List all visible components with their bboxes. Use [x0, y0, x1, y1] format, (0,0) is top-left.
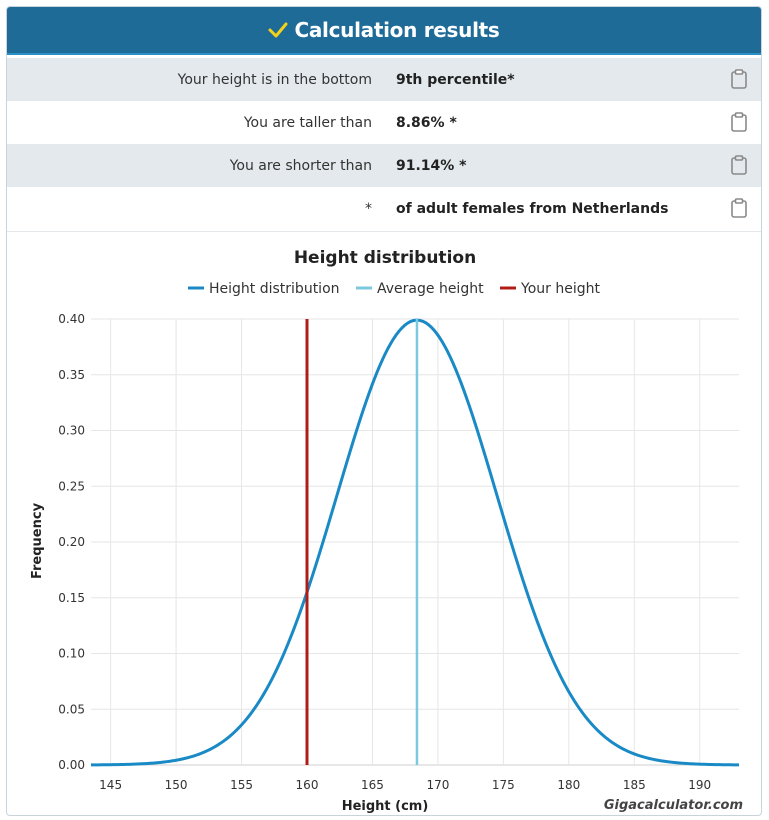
- result-label: Your height is in the bottom: [177, 71, 372, 88]
- x-tick-label: 165: [361, 778, 384, 792]
- y-axis-ticks: 0.00 0.05 0.10 0.15 0.20 0.25 0.30 0.35 0.40: [58, 312, 85, 772]
- clipboard-icon[interactable]: [731, 112, 747, 132]
- clipboard-icon[interactable]: [731, 198, 747, 218]
- results-panel: Calculation results Your height is in th…: [6, 6, 762, 816]
- result-label: *: [365, 200, 372, 217]
- x-axis-label: Height (cm): [342, 799, 429, 814]
- chart-grid: [91, 318, 739, 766]
- x-tick-label: 160: [296, 778, 319, 792]
- x-tick-label: 150: [165, 778, 188, 792]
- chart-legend: Height distribution Average height Your …: [188, 281, 600, 297]
- result-label: You are taller than: [243, 114, 372, 131]
- legend-label-distribution: Height distribution: [209, 281, 340, 297]
- results-table: Your height is in the bottom 9th percent…: [7, 58, 761, 230]
- result-value: 9th percentile*: [396, 71, 515, 88]
- y-axis-label: Frequency: [30, 502, 45, 579]
- x-axis-ticks: 145 150 155 160 165 170 175 180 185 190: [99, 778, 711, 792]
- distribution-curve: [90, 318, 740, 767]
- checkmark-icon: [268, 22, 288, 38]
- y-tick-label: 0.20: [58, 535, 85, 549]
- result-value: of adult females from Netherlands: [396, 200, 669, 217]
- divider: [7, 231, 761, 232]
- result-row-percentile: Your height is in the bottom 9th percent…: [7, 58, 761, 101]
- x-tick-label: 170: [426, 778, 449, 792]
- y-tick-label: 0.35: [58, 368, 85, 382]
- y-tick-label: 0.15: [58, 591, 85, 605]
- result-row-shorter: You are shorter than 91.14% *: [7, 144, 761, 187]
- results-header: Calculation results: [7, 7, 761, 55]
- x-tick-label: 175: [492, 778, 515, 792]
- y-tick-label: 0.05: [58, 702, 85, 716]
- result-row-footnote: * of adult females from Netherlands: [7, 187, 761, 230]
- y-tick-label: 0.10: [58, 647, 85, 661]
- clipboard-icon[interactable]: [731, 69, 747, 89]
- result-value: 91.14% *: [396, 157, 467, 174]
- y-tick-label: 0.00: [58, 758, 85, 772]
- x-tick-label: 185: [623, 778, 646, 792]
- watermark: Gigacalculator.com: [604, 798, 743, 813]
- results-title: Calculation results: [294, 18, 500, 42]
- y-tick-label: 0.40: [58, 312, 85, 326]
- result-value: 8.86% *: [396, 114, 457, 131]
- clipboard-icon[interactable]: [731, 155, 747, 175]
- x-tick-label: 190: [688, 778, 711, 792]
- result-label: You are shorter than: [229, 157, 372, 174]
- legend-label-average: Average height: [377, 281, 484, 297]
- x-tick-label: 145: [99, 778, 122, 792]
- legend-label-your-height: Your height: [520, 281, 600, 297]
- y-tick-label: 0.25: [58, 479, 85, 493]
- result-row-taller: You are taller than 8.86% *: [7, 101, 761, 144]
- chart-title: Height distribution: [294, 248, 476, 268]
- y-tick-label: 0.30: [58, 424, 85, 438]
- x-tick-label: 180: [557, 778, 580, 792]
- height-distribution-chart: Height distribution Height distribution …: [30, 248, 743, 814]
- x-tick-label: 155: [230, 778, 253, 792]
